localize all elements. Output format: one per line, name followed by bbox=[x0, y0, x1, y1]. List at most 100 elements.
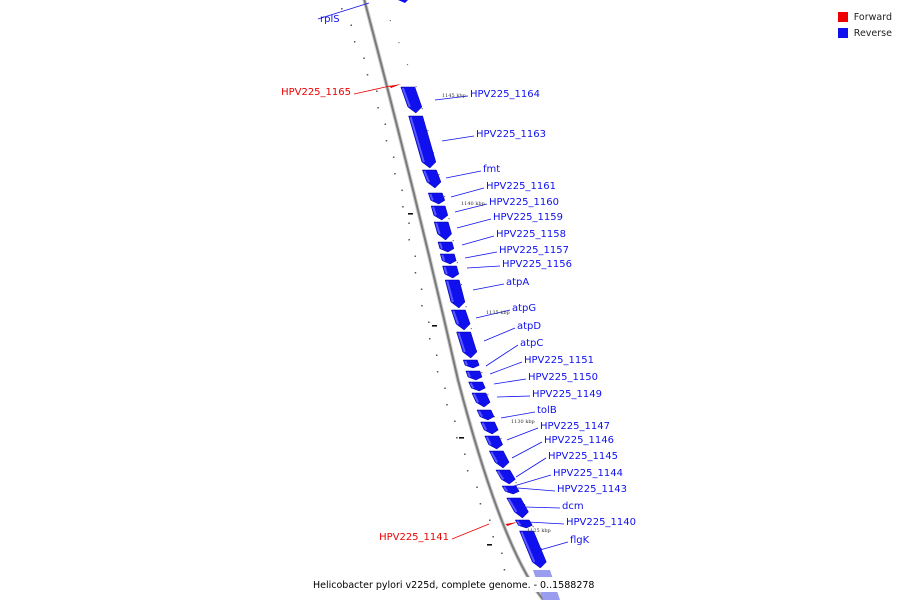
gene-label[interactable]: fmt bbox=[483, 164, 500, 175]
reverse-gene-block[interactable] bbox=[476, 409, 495, 421]
block-highlight bbox=[485, 436, 492, 446]
kbp-tick-label: 1130 kbp bbox=[511, 419, 535, 425]
block-highlight bbox=[481, 422, 488, 431]
gene-label-leader bbox=[496, 395, 531, 398]
gene-label-leader bbox=[527, 521, 565, 525]
block-highlight bbox=[443, 266, 448, 275]
block-highlight bbox=[441, 254, 446, 261]
scale-dot bbox=[503, 569, 506, 571]
reverse-gene-block[interactable] bbox=[465, 370, 483, 381]
block-highlight bbox=[469, 382, 475, 389]
gene-label[interactable]: HPV225_1160 bbox=[489, 197, 559, 208]
legend-item-forward: Forward bbox=[837, 9, 892, 25]
scale-dot bbox=[421, 305, 423, 307]
gene-label[interactable]: HPV225_1165 bbox=[281, 87, 351, 98]
scale-dot bbox=[414, 255, 417, 257]
reverse-gene-block[interactable] bbox=[437, 241, 455, 253]
reverse-gene-block[interactable] bbox=[462, 359, 480, 369]
gene-label[interactable]: HPV225_1159 bbox=[493, 212, 563, 223]
kbp-tick-labels: 1145 kbp 1140 kbp 1135 kbp 1130 kbp 1125 kbp bbox=[442, 93, 551, 534]
forward-gene-arrow[interactable] bbox=[505, 522, 518, 526]
gene-label[interactable]: HPV225_1141 bbox=[379, 532, 449, 543]
reverse-gene-block[interactable] bbox=[444, 279, 466, 309]
reverse-gene-block[interactable] bbox=[400, 86, 423, 114]
scale-dot bbox=[435, 354, 438, 356]
scale-dot bbox=[454, 420, 456, 422]
scale-dot bbox=[446, 404, 448, 406]
scale-dot bbox=[470, 328, 472, 330]
reverse-gene-block[interactable] bbox=[430, 205, 449, 221]
gene-label[interactable]: HPV225_1163 bbox=[476, 129, 546, 140]
scale-dot bbox=[394, 173, 396, 175]
gene-label-leader bbox=[513, 474, 552, 487]
reverse-gene-block[interactable] bbox=[456, 331, 478, 359]
gene-label[interactable]: HPV225_1147 bbox=[540, 421, 610, 432]
block-highlight bbox=[432, 206, 437, 216]
reverse-gene-block[interactable] bbox=[408, 115, 437, 169]
legend-item-reverse: Reverse bbox=[837, 25, 892, 41]
gene-label[interactable]: HPV225_1156 bbox=[502, 259, 572, 270]
gene-label[interactable]: HPV225_1144 bbox=[553, 468, 623, 479]
reverse-gene-block[interactable] bbox=[451, 309, 471, 331]
reverse-gene-block[interactable] bbox=[439, 253, 457, 265]
gene-label[interactable]: HPV225_1161 bbox=[486, 181, 556, 192]
reverse-gene-block[interactable] bbox=[495, 469, 516, 485]
gene-label[interactable]: atpA bbox=[506, 277, 529, 288]
scale-dot bbox=[443, 196, 446, 198]
gene-label[interactable]: HPV225_1140 bbox=[566, 517, 636, 528]
gene-label[interactable]: HPV225_1164 bbox=[470, 89, 540, 100]
reverse-gene-block[interactable] bbox=[468, 381, 486, 392]
scale-dot bbox=[428, 321, 430, 323]
scale-dot bbox=[408, 239, 410, 241]
scale-dot bbox=[429, 338, 431, 340]
block-highlight bbox=[423, 170, 430, 183]
gene-label-leader bbox=[353, 85, 391, 95]
scale-dot bbox=[476, 486, 478, 488]
gene-label-leader bbox=[317, 2, 370, 20]
reverse-gene-block[interactable] bbox=[427, 192, 446, 205]
gene-label[interactable]: dcm bbox=[562, 501, 584, 512]
gene-label-leader bbox=[485, 344, 519, 367]
gene-label[interactable]: atpD bbox=[517, 321, 541, 332]
gene-label[interactable]: HPV225_1149 bbox=[532, 389, 602, 400]
scale-dot bbox=[366, 74, 369, 76]
reverse-gene-block[interactable] bbox=[422, 169, 442, 189]
gene-label[interactable]: atpC bbox=[520, 338, 543, 349]
gene-label[interactable]: tolB bbox=[537, 405, 557, 416]
legend: Forward Reverse bbox=[837, 9, 892, 41]
gene-label[interactable]: HPV225_1150 bbox=[528, 372, 598, 383]
genome-caption: Helicobacter pylori v225d, complete geno… bbox=[313, 580, 594, 591]
reverse-gene-block[interactable] bbox=[442, 265, 460, 279]
gene-label-leader bbox=[472, 283, 505, 291]
kbp-tick-label: 1135 kbp bbox=[486, 310, 510, 316]
block-highlight bbox=[439, 242, 443, 249]
gene-label-leader bbox=[441, 135, 475, 142]
gene-label[interactable]: HPV225_1151 bbox=[524, 355, 594, 366]
gene-label[interactable]: HPV225_1146 bbox=[544, 435, 614, 446]
gene-label[interactable]: atpG bbox=[512, 303, 536, 314]
gene-labels: rplS HPV225_1165 HPV225_1164 HPV225_1163fmt… bbox=[281, 14, 636, 546]
scale-dot bbox=[452, 240, 454, 242]
block-highlight bbox=[409, 116, 425, 163]
forward-gene-arrow[interactable] bbox=[389, 84, 402, 88]
reverse-gene-block[interactable] bbox=[501, 485, 520, 495]
gene-label[interactable]: HPV225_1145 bbox=[548, 451, 618, 462]
scale-dot bbox=[492, 536, 494, 538]
reverse-gene-block[interactable] bbox=[471, 392, 491, 408]
reverse-gene-block[interactable] bbox=[398, 0, 408, 3]
scale-dot bbox=[501, 552, 503, 554]
block-highlight bbox=[507, 498, 518, 513]
reverse-gene-block[interactable] bbox=[480, 421, 499, 435]
gene-label[interactable]: HPV225_1158 bbox=[496, 229, 566, 240]
gene-label[interactable]: rplS bbox=[320, 14, 340, 25]
scale-dot bbox=[398, 42, 400, 44]
scale-dot bbox=[421, 108, 423, 110]
reverse-gene-block[interactable] bbox=[519, 530, 547, 569]
reverse-gene-block[interactable] bbox=[484, 435, 504, 450]
gene-label[interactable]: flgK bbox=[570, 535, 590, 546]
gene-label[interactable]: HPV225_1157 bbox=[499, 245, 569, 256]
gene-label-leader bbox=[511, 441, 543, 459]
gene-label[interactable]: HPV225_1143 bbox=[557, 484, 627, 495]
reverse-gene-block[interactable] bbox=[433, 221, 452, 241]
